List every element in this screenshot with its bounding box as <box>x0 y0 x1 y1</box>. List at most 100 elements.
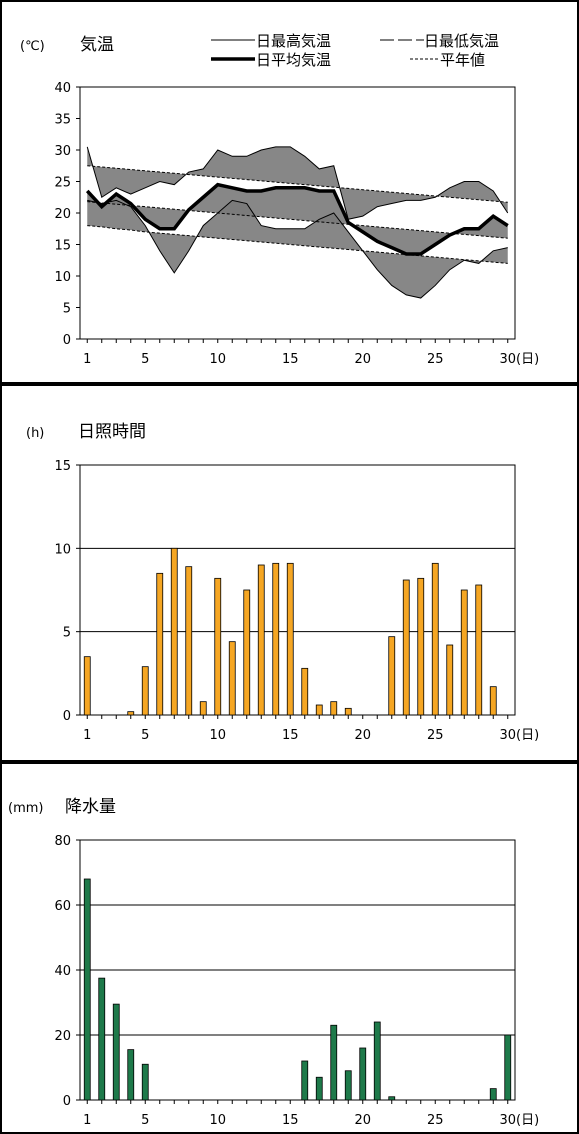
bar-day-16 <box>301 667 309 716</box>
x-tick-label: 5 <box>141 728 149 743</box>
panel-frame-3 <box>0 762 579 1134</box>
x-tick-label: 1 <box>83 1113 91 1128</box>
x-tick-label: 5 <box>141 1113 149 1128</box>
daily-mean-line <box>85 182 509 256</box>
y-tick-label: 20 <box>54 207 71 222</box>
x-tick-label: 30 <box>499 728 516 743</box>
x-tick-label: 30 <box>499 352 516 367</box>
bar-day-18 <box>330 1024 338 1101</box>
x-tick-label: 1 <box>83 352 91 367</box>
x-tick-label: 5 <box>141 352 149 367</box>
daily-min-line <box>87 199 508 299</box>
daily-max-line <box>86 146 509 220</box>
bar-day-19 <box>344 707 352 716</box>
normal-mean-line <box>87 201 508 239</box>
normal-min-line <box>87 225 508 264</box>
legend-label-1: 日最高気温 <box>256 32 331 50</box>
bar-day-17 <box>315 704 323 716</box>
x-tick-label: 25 <box>427 352 444 367</box>
y-unit-label: (h) <box>26 426 44 441</box>
y-tick-label: 0 <box>63 333 71 348</box>
y-tick-label: 30 <box>54 144 71 159</box>
y-tick-label: 0 <box>63 709 71 724</box>
y-tick-label: 40 <box>54 964 71 979</box>
legend-label-3: 日平均気温 <box>256 51 331 69</box>
bar-day-15 <box>286 562 294 716</box>
legend-label-4: 平年値 <box>440 51 485 69</box>
bar-day-24 <box>417 577 425 716</box>
y-tick-label: 25 <box>54 176 71 191</box>
bar-day-10 <box>214 577 222 716</box>
x-unit-label: (日) <box>516 728 539 743</box>
bar-day-26 <box>446 644 454 716</box>
bar-day-1 <box>83 656 91 716</box>
bar-day-29 <box>489 686 497 716</box>
chart-title: 日照時間 <box>78 422 146 442</box>
bar-day-22 <box>388 636 396 716</box>
plot-area-2 <box>79 464 516 716</box>
bar-day-17 <box>315 1076 323 1101</box>
y-tick-label: 10 <box>54 270 71 285</box>
y-tick-label: 15 <box>54 459 71 474</box>
chart-title: 気温 <box>80 35 114 55</box>
bar-day-12 <box>243 589 251 716</box>
legend-label-2: 日最低気温 <box>424 32 499 50</box>
bar-day-22 <box>388 1096 396 1101</box>
bar-day-14 <box>272 562 280 716</box>
bar-day-20 <box>359 1047 367 1101</box>
x-tick-label: 15 <box>282 352 299 367</box>
bar-day-19 <box>344 1070 352 1101</box>
x-tick-label: 15 <box>282 728 299 743</box>
bar-day-5 <box>141 666 149 716</box>
x-tick-label: 10 <box>209 728 226 743</box>
bar-day-11 <box>228 641 236 716</box>
bar-day-4 <box>127 1049 135 1101</box>
bar-day-18 <box>330 701 338 716</box>
y-tick-label: 5 <box>63 626 71 641</box>
y-tick-label: 0 <box>63 1094 71 1109</box>
bar-day-23 <box>402 579 410 716</box>
y-unit-label: (mm) <box>8 801 43 816</box>
y-unit-label: (℃) <box>20 39 45 54</box>
bar-day-9 <box>199 701 207 716</box>
x-tick-label: 30 <box>499 1113 516 1128</box>
bar-day-21 <box>373 1021 381 1101</box>
chart-title: 降水量 <box>65 797 116 817</box>
bar-day-8 <box>185 566 193 716</box>
y-tick-label: 20 <box>54 1029 71 1044</box>
x-tick-label: 25 <box>427 728 444 743</box>
y-tick-label: 80 <box>54 834 71 849</box>
bar-day-30 <box>504 1034 512 1101</box>
mean-deviation-band <box>87 184 508 254</box>
min-deviation-band <box>87 200 508 299</box>
x-tick-label: 10 <box>209 1113 226 1128</box>
bar-day-6 <box>156 572 164 716</box>
panel-frame-1 <box>0 0 579 384</box>
bar-day-13 <box>257 564 265 716</box>
bar-day-5 <box>141 1063 149 1101</box>
max-deviation-band <box>87 146 508 220</box>
bar-day-29 <box>489 1088 497 1101</box>
x-tick-label: 20 <box>354 1113 371 1128</box>
bar-day-7 <box>170 547 178 716</box>
x-unit-label: (日) <box>516 352 539 367</box>
x-tick-label: 10 <box>209 352 226 367</box>
bar-day-28 <box>475 584 483 716</box>
x-tick-label: 20 <box>354 728 371 743</box>
bar-day-2 <box>98 977 106 1101</box>
x-tick-label: 1 <box>83 728 91 743</box>
x-unit-label: (日) <box>516 1113 539 1128</box>
bar-day-25 <box>431 562 439 716</box>
x-tick-label: 25 <box>427 1113 444 1128</box>
y-tick-label: 40 <box>54 81 71 96</box>
y-tick-label: 10 <box>54 542 71 557</box>
bar-day-1 <box>83 878 91 1101</box>
bar-day-16 <box>301 1060 309 1101</box>
y-tick-label: 35 <box>54 113 71 128</box>
x-tick-label: 20 <box>354 352 371 367</box>
bar-day-4 <box>127 711 135 716</box>
panel-frame-2 <box>0 384 579 762</box>
bar-day-3 <box>112 1003 120 1101</box>
